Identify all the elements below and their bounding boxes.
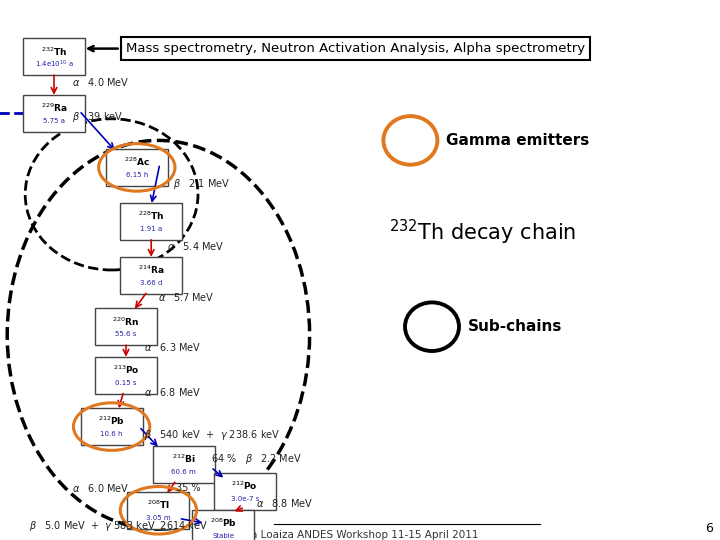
Text: $\alpha$   8.8 MeV: $\alpha$ 8.8 MeV [256, 497, 312, 509]
Text: Sub-chains: Sub-chains [468, 319, 562, 334]
Text: $\alpha$   6.8 MeV: $\alpha$ 6.8 MeV [144, 386, 201, 397]
Text: $^{212}$Pb: $^{212}$Pb [98, 415, 125, 427]
FancyBboxPatch shape [95, 357, 157, 394]
Text: $\alpha$   6.0 MeV: $\alpha$ 6.0 MeV [72, 482, 130, 494]
Text: 6: 6 [705, 522, 713, 535]
FancyBboxPatch shape [95, 308, 157, 345]
Text: $^{220}$Rn: $^{220}$Rn [112, 315, 140, 327]
Text: 3.0e-7 s: 3.0e-7 s [230, 496, 259, 502]
Text: 35 %: 35 % [176, 483, 201, 492]
Text: $\beta$   5.0 MeV  +  $\gamma$ 583 keV  2614 keV: $\beta$ 5.0 MeV + $\gamma$ 583 keV 2614 … [29, 519, 208, 533]
FancyBboxPatch shape [23, 38, 85, 75]
Text: Gamma emitters: Gamma emitters [446, 133, 590, 148]
Text: 64 %   $\beta$   2.2 MeV: 64 % $\beta$ 2.2 MeV [211, 452, 302, 466]
Text: $\alpha$   5.7 MeV: $\alpha$ 5.7 MeV [158, 291, 215, 303]
Text: $^{232}$Th: $^{232}$Th [41, 45, 67, 57]
Text: $^{214}$Ra: $^{214}$Ra [138, 264, 165, 276]
Text: $\beta$   540 keV  +  $\gamma$ 238.6 keV: $\beta$ 540 keV + $\gamma$ 238.6 keV [144, 428, 280, 442]
Text: Mass spectrometry, Neutron Activation Analysis, Alpha spectrometry: Mass spectrometry, Neutron Activation An… [89, 42, 585, 55]
Text: $^{232}$Th decay chain: $^{232}$Th decay chain [389, 218, 576, 247]
FancyBboxPatch shape [106, 149, 168, 186]
Text: $\beta$   39 keV: $\beta$ 39 keV [72, 110, 123, 124]
FancyBboxPatch shape [120, 257, 182, 294]
Text: $^{212}$Bi: $^{212}$Bi [172, 453, 195, 465]
FancyBboxPatch shape [23, 95, 85, 132]
Text: $^{229}$Ra: $^{229}$Ra [41, 102, 67, 114]
Text: $^{208}$Tl: $^{208}$Tl [147, 499, 170, 511]
FancyBboxPatch shape [127, 492, 189, 529]
Text: 3.66 d: 3.66 d [140, 280, 163, 286]
Text: $\alpha$   5.4 MeV: $\alpha$ 5.4 MeV [167, 240, 225, 252]
FancyBboxPatch shape [153, 446, 215, 483]
Text: 1.4e10$^{10}$ a: 1.4e10$^{10}$ a [35, 59, 73, 70]
Text: 60.6 m: 60.6 m [171, 469, 196, 475]
Text: Stable: Stable [212, 532, 234, 539]
Text: $^{228}$Th: $^{228}$Th [138, 210, 164, 222]
Text: $^{208}$Pb: $^{208}$Pb [210, 517, 237, 529]
Text: 6.15 h: 6.15 h [125, 172, 148, 178]
FancyBboxPatch shape [214, 473, 276, 510]
Text: 3.05 m: 3.05 m [146, 515, 171, 521]
Text: $\alpha$   4.0 MeV: $\alpha$ 4.0 MeV [72, 76, 130, 88]
Text: 0.15 s: 0.15 s [115, 380, 137, 386]
Text: $\alpha$   6.3 MeV: $\alpha$ 6.3 MeV [144, 341, 202, 353]
Text: 10.6 h: 10.6 h [100, 431, 123, 437]
FancyBboxPatch shape [120, 203, 182, 240]
Text: Pia Loaiza ANDES Workshop 11-15 April 2011: Pia Loaiza ANDES Workshop 11-15 April 20… [242, 530, 478, 540]
Text: 5.75 a: 5.75 a [43, 118, 65, 124]
Text: $\beta$   2.1 MeV: $\beta$ 2.1 MeV [173, 177, 230, 191]
Text: 1.91 a: 1.91 a [140, 226, 162, 232]
FancyBboxPatch shape [192, 510, 254, 540]
Text: $^{228}$Ac: $^{228}$Ac [124, 156, 150, 168]
FancyBboxPatch shape [81, 408, 143, 445]
Text: 55.6 s: 55.6 s [115, 331, 137, 338]
Text: $^{212}$Po: $^{212}$Po [231, 480, 258, 492]
Text: $^{213}$Po: $^{213}$Po [112, 364, 140, 376]
